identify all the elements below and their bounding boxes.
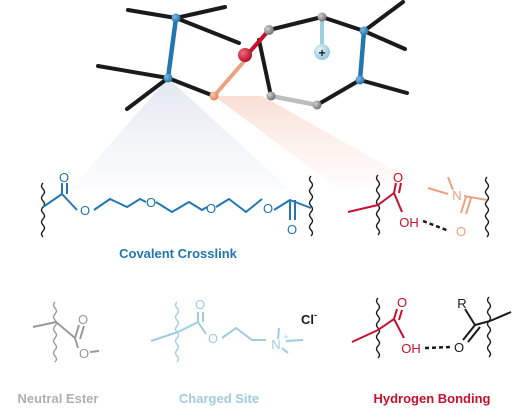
- hydrogen-bond-dash: [422, 219, 450, 233]
- hbond-acceptor-strand: [212, 56, 249, 98]
- gray-bead: [312, 100, 322, 110]
- hbond-zoom-wedge: [214, 96, 420, 190]
- wavy-bond-icon: [52, 301, 58, 363]
- atom-label: N: [452, 188, 461, 203]
- covalent-crosslink-molecule: O O O O O O: [40, 170, 314, 238]
- chloride-charge: -: [314, 310, 317, 320]
- atom-label: O: [397, 295, 407, 310]
- crosslink-bead: [359, 26, 369, 36]
- atom-label: O: [206, 201, 216, 216]
- atom-label: O: [59, 170, 69, 185]
- atom-label: O: [146, 195, 156, 210]
- backbone-strands: [96, 0, 409, 111]
- hbond-acceptor-bead: [209, 91, 219, 101]
- atom-label: OH: [401, 341, 421, 356]
- wavy-bond-icon: [484, 176, 490, 238]
- charged-site-label: Charged Site: [179, 391, 259, 406]
- atom-label: O: [263, 201, 273, 216]
- wavy-bond-icon: [375, 297, 381, 359]
- atom-label: O: [78, 312, 88, 327]
- neutral-ester-label: Neutral Ester: [18, 391, 99, 406]
- wavy-bond-icon: [40, 182, 46, 238]
- gray-bead: [264, 25, 274, 35]
- atom-label: R: [457, 296, 466, 311]
- neutral-ester-molecule: O O: [32, 301, 100, 363]
- charged-site-molecule: O O N + Cl-: [150, 297, 317, 363]
- cation-bead: [314, 44, 330, 60]
- atom-label: O: [195, 297, 205, 312]
- hbond-donor-bead: [238, 48, 252, 62]
- covalent-crosslink-label: Covalent Crosslink: [119, 246, 238, 261]
- polymer-network: [96, 0, 409, 111]
- hbond-donor-strand: [245, 28, 271, 57]
- atom-label: O: [456, 224, 466, 239]
- crosslink-bead: [163, 73, 173, 83]
- hydrogen-bonding-label: Hydrogen Bonding: [374, 391, 491, 406]
- hydrogen-bond-dash: [424, 345, 452, 350]
- atom-label: O: [393, 170, 403, 185]
- atom-label: O: [80, 203, 90, 218]
- wavy-bond-icon: [486, 296, 492, 358]
- charge-label: +: [283, 332, 288, 342]
- atom-label: OH: [399, 215, 419, 230]
- crosslink-bead: [355, 75, 365, 85]
- neutral-strand: [268, 93, 320, 108]
- gray-bead: [266, 91, 276, 101]
- gray-bead: [317, 12, 327, 22]
- chloride-symbol: Cl: [301, 312, 314, 327]
- hbond-pair-bottom: O OH R O: [351, 295, 512, 359]
- crosslink-zoom-wedge: [70, 78, 290, 190]
- atom-label: O: [79, 346, 89, 361]
- hbond-pair-top: O OH N O: [347, 170, 490, 239]
- wavy-bond-icon: [308, 175, 314, 237]
- crosslink-strands: [165, 15, 367, 83]
- atom-label: O: [208, 331, 218, 346]
- atom-label: O: [454, 340, 464, 355]
- plus-icon: +: [318, 46, 325, 60]
- crosslink-bead: [171, 13, 181, 23]
- counterion-label: Cl-: [301, 310, 317, 327]
- atom-label: O: [287, 222, 297, 237]
- atom-label: N: [271, 337, 280, 352]
